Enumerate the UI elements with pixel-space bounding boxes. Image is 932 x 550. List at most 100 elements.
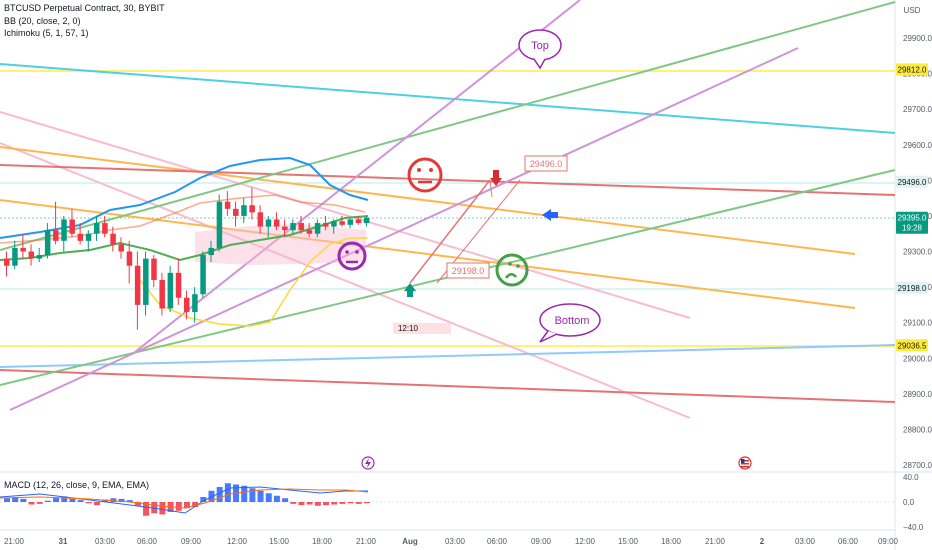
time-tick-label[interactable]: 03:00 [445,537,466,546]
macd-bar[interactable] [77,500,84,502]
time-tick-label[interactable]: 18:00 [661,537,682,546]
time-tick-label[interactable]: 03:00 [95,537,116,546]
price-tag-box[interactable] [896,339,928,352]
ichimoku-lagging-line[interactable] [139,237,368,327]
macd-line[interactable] [0,486,368,514]
price-tick-label[interactable]: 29300.0 [903,248,932,257]
time-tick-label[interactable]: 06:00 [838,537,859,546]
bb-basis-line[interactable] [0,194,366,244]
price-tags[interactable]: 29812.0 29496.0 29395.019:28 29198.0 29036.5 [896,63,928,352]
candle-body[interactable] [273,219,280,227]
candle-body[interactable] [363,217,370,224]
macd-bar[interactable] [216,487,223,502]
candle-body[interactable] [306,230,313,234]
macd-legend[interactable]: MACD (12, 26, close, 9, EMA, EMA) [4,480,150,490]
price-axis[interactable]: 29900.029800.029700.029600.029500.029400… [903,34,932,470]
time-tick-label[interactable]: 15:00 [618,537,639,546]
price-label-29198[interactable]: 29198.0 [446,262,490,279]
macd-bar[interactable] [249,488,256,502]
macd-bar[interactable] [183,502,190,509]
macd-histogram[interactable] [4,483,370,516]
candle-body[interactable] [175,272,182,298]
candle-body[interactable] [134,265,141,305]
candle-body[interactable] [257,212,264,227]
macd-bar[interactable] [241,485,248,502]
time-axis[interactable]: 21:00 31 03:00 06:00 09:00 12:00 15:00 18:00 21:… [4,537,899,546]
price-tag-text[interactable]: 29198.0 [898,284,927,293]
time-tick-label[interactable]: 06:00 [487,537,508,546]
macd-bar[interactable] [4,498,10,502]
ichimoku-cloud[interactable] [195,224,366,265]
price-label-text[interactable]: 29198.0 [452,266,485,276]
time-tick-label[interactable]: 2 [760,537,765,546]
time-tick-label[interactable]: 09:00 [878,537,899,546]
top-bubble[interactable]: Top [518,2,562,70]
candle-body[interactable] [20,247,26,252]
down-arrow-stem[interactable] [493,170,499,179]
candle-body[interactable] [339,221,345,225]
bubble-text[interactable]: Bottom [555,315,590,327]
up-arrow-icon[interactable] [404,283,416,291]
bb-legend[interactable]: BB (20, close, 2, 0) [4,16,81,26]
candle-body[interactable] [151,258,157,280]
candle-body[interactable] [53,230,59,241]
time-tick-label[interactable]: 21:00 [4,537,25,546]
macd-bar[interactable] [265,493,272,502]
macd-bar[interactable] [200,497,207,502]
macd-signal-line[interactable] [0,488,369,509]
bb-upper-band[interactable] [0,156,369,239]
price-label-text[interactable]: 29496.0 [530,159,563,169]
candle-body[interactable] [183,297,190,312]
macd-bar[interactable] [102,499,109,503]
confused-face-green-icon[interactable] [495,253,529,287]
candle-body[interactable] [118,244,125,252]
macd-bar[interactable] [110,498,117,502]
candle-body[interactable] [4,258,10,266]
macd-bar[interactable] [85,502,92,504]
macd-bar[interactable] [273,495,280,502]
macd-bar[interactable] [339,502,346,504]
price-tag-text[interactable]: 29395.0 [898,214,927,223]
macd-bar[interactable] [53,497,60,502]
candle-body[interactable] [323,223,329,227]
candle-body[interactable] [12,247,18,266]
macd-bar[interactable] [314,502,321,506]
macd-bar[interactable] [151,502,158,514]
up-arrow-stem[interactable] [407,290,413,297]
time-tick-label[interactable]: 09:00 [181,537,202,546]
neutral-face-purple-icon[interactable] [337,241,367,271]
candle-body[interactable] [93,223,100,234]
us-flag-event-icon[interactable] [738,456,752,470]
time-tick-label[interactable]: Aug [402,537,418,546]
price-tag-text[interactable]: 29812.0 [898,65,927,74]
left-arrow-icon[interactable] [542,209,551,221]
lightning-event-icon[interactable] [361,456,375,470]
price-tag-text[interactable]: 29036.5 [898,341,927,350]
macd-bar[interactable] [257,490,264,502]
bottom-bubble[interactable]: Bottom [539,303,601,343]
candle-body[interactable] [44,230,51,256]
candle-body[interactable] [200,255,206,295]
macd-tick-label[interactable]: −40.0 [903,523,924,532]
macd-bar[interactable] [306,502,313,505]
candlestick-series[interactable] [4,187,370,330]
price-tick-label[interactable]: 29000.0 [903,354,932,363]
candle-body[interactable] [241,205,247,216]
price-label-box[interactable] [446,262,490,279]
currency-label[interactable]: USD [904,6,921,15]
trendline-pink-lower[interactable] [0,142,691,419]
time-tick-label[interactable]: 06:00 [137,537,158,546]
bubble-shape[interactable] [539,303,601,337]
macd-bar[interactable] [323,502,330,506]
trendline-green-upper[interactable] [0,1,896,251]
trendline-purple-upper[interactable] [134,0,581,353]
symbol-title[interactable]: BTCUSD Perpetual Contract, 30, BYBIT [4,3,165,13]
macd-bar[interactable] [355,502,362,504]
time-tick-label[interactable]: 18:00 [312,537,333,546]
candle-body[interactable] [298,223,304,231]
price-tick-label[interactable]: 28700.0 [903,461,932,470]
macd-bar[interactable] [118,498,125,502]
bubble-pointer[interactable] [539,330,558,343]
candle-body[interactable] [233,208,239,216]
